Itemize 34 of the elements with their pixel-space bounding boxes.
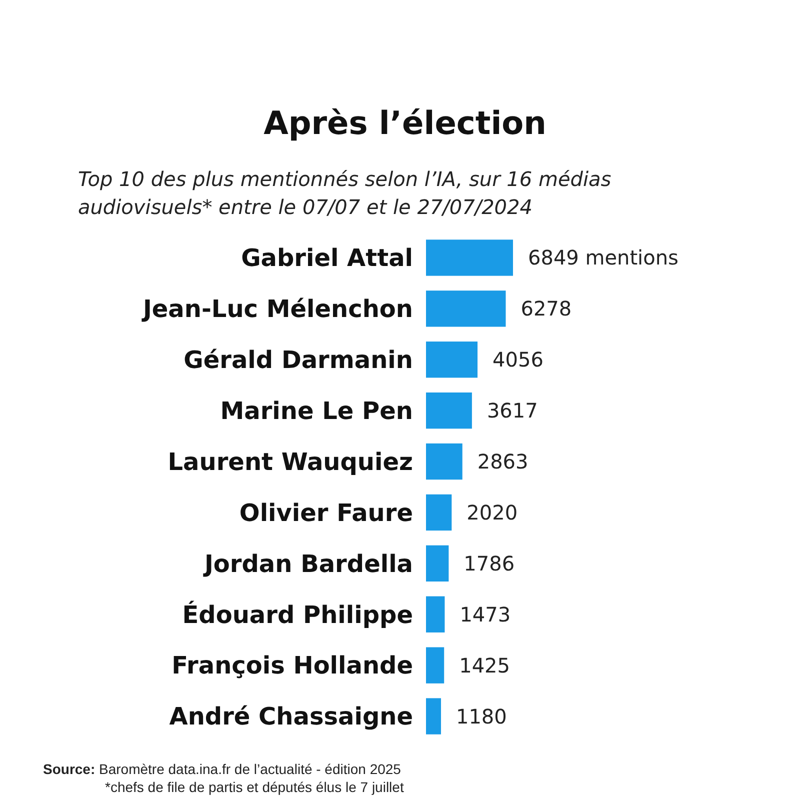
- bar: [426, 443, 462, 480]
- data-label: 1786: [464, 551, 515, 576]
- data-label: 1473: [460, 602, 511, 626]
- bar: [426, 290, 506, 327]
- bar: [426, 342, 478, 378]
- y-tick-label: Jean-Luc Mélenchon: [140, 295, 413, 324]
- chart-subtitle: Top 10 des plus mentionnés selon l’IA, sur 16 médias audiovisuels* entre le 07/07 et le 27/07/2024: [78, 167, 612, 219]
- y-tick-label: Édouard Philippe: [182, 600, 413, 629]
- data-label: 6278: [520, 296, 572, 321]
- bar: [426, 698, 441, 734]
- data-label: 2020: [466, 500, 518, 524]
- y-tick-label: Gérald Darmanin: [184, 346, 413, 374]
- bar: [426, 240, 513, 276]
- data-label: 6849 mentions: [528, 246, 678, 270]
- y-tick-label: Marine Le Pen: [220, 396, 413, 425]
- data-label: 1180: [456, 704, 507, 728]
- bar: [426, 392, 472, 429]
- y-tick-label: André Chassaigne: [169, 702, 413, 731]
- source-note: Source: Baromètre data.ina.fr de l’actualité - édition 2025: [43, 761, 402, 777]
- bar: [426, 647, 444, 684]
- bar: [426, 596, 445, 632]
- bar: [426, 545, 449, 582]
- bar: [426, 494, 452, 531]
- data-label: 3617: [486, 398, 538, 423]
- y-tick-label: Olivier Faure: [239, 498, 413, 527]
- y-tick-label: Gabriel Attal: [241, 244, 413, 272]
- y-tick-label: Laurent Wauquiez: [168, 448, 413, 476]
- chart-title: Après l’élection: [264, 104, 546, 142]
- data-label: 1425: [459, 653, 510, 678]
- text: *chefs de file de partis et députés élus le 7 juillet: [105, 779, 404, 795]
- y-tick-label: Jordan Bardella: [202, 550, 413, 578]
- data-label: 2863: [477, 450, 528, 474]
- y-tick-label: François Hollande: [172, 652, 413, 680]
- data-label: 4056: [492, 348, 544, 372]
